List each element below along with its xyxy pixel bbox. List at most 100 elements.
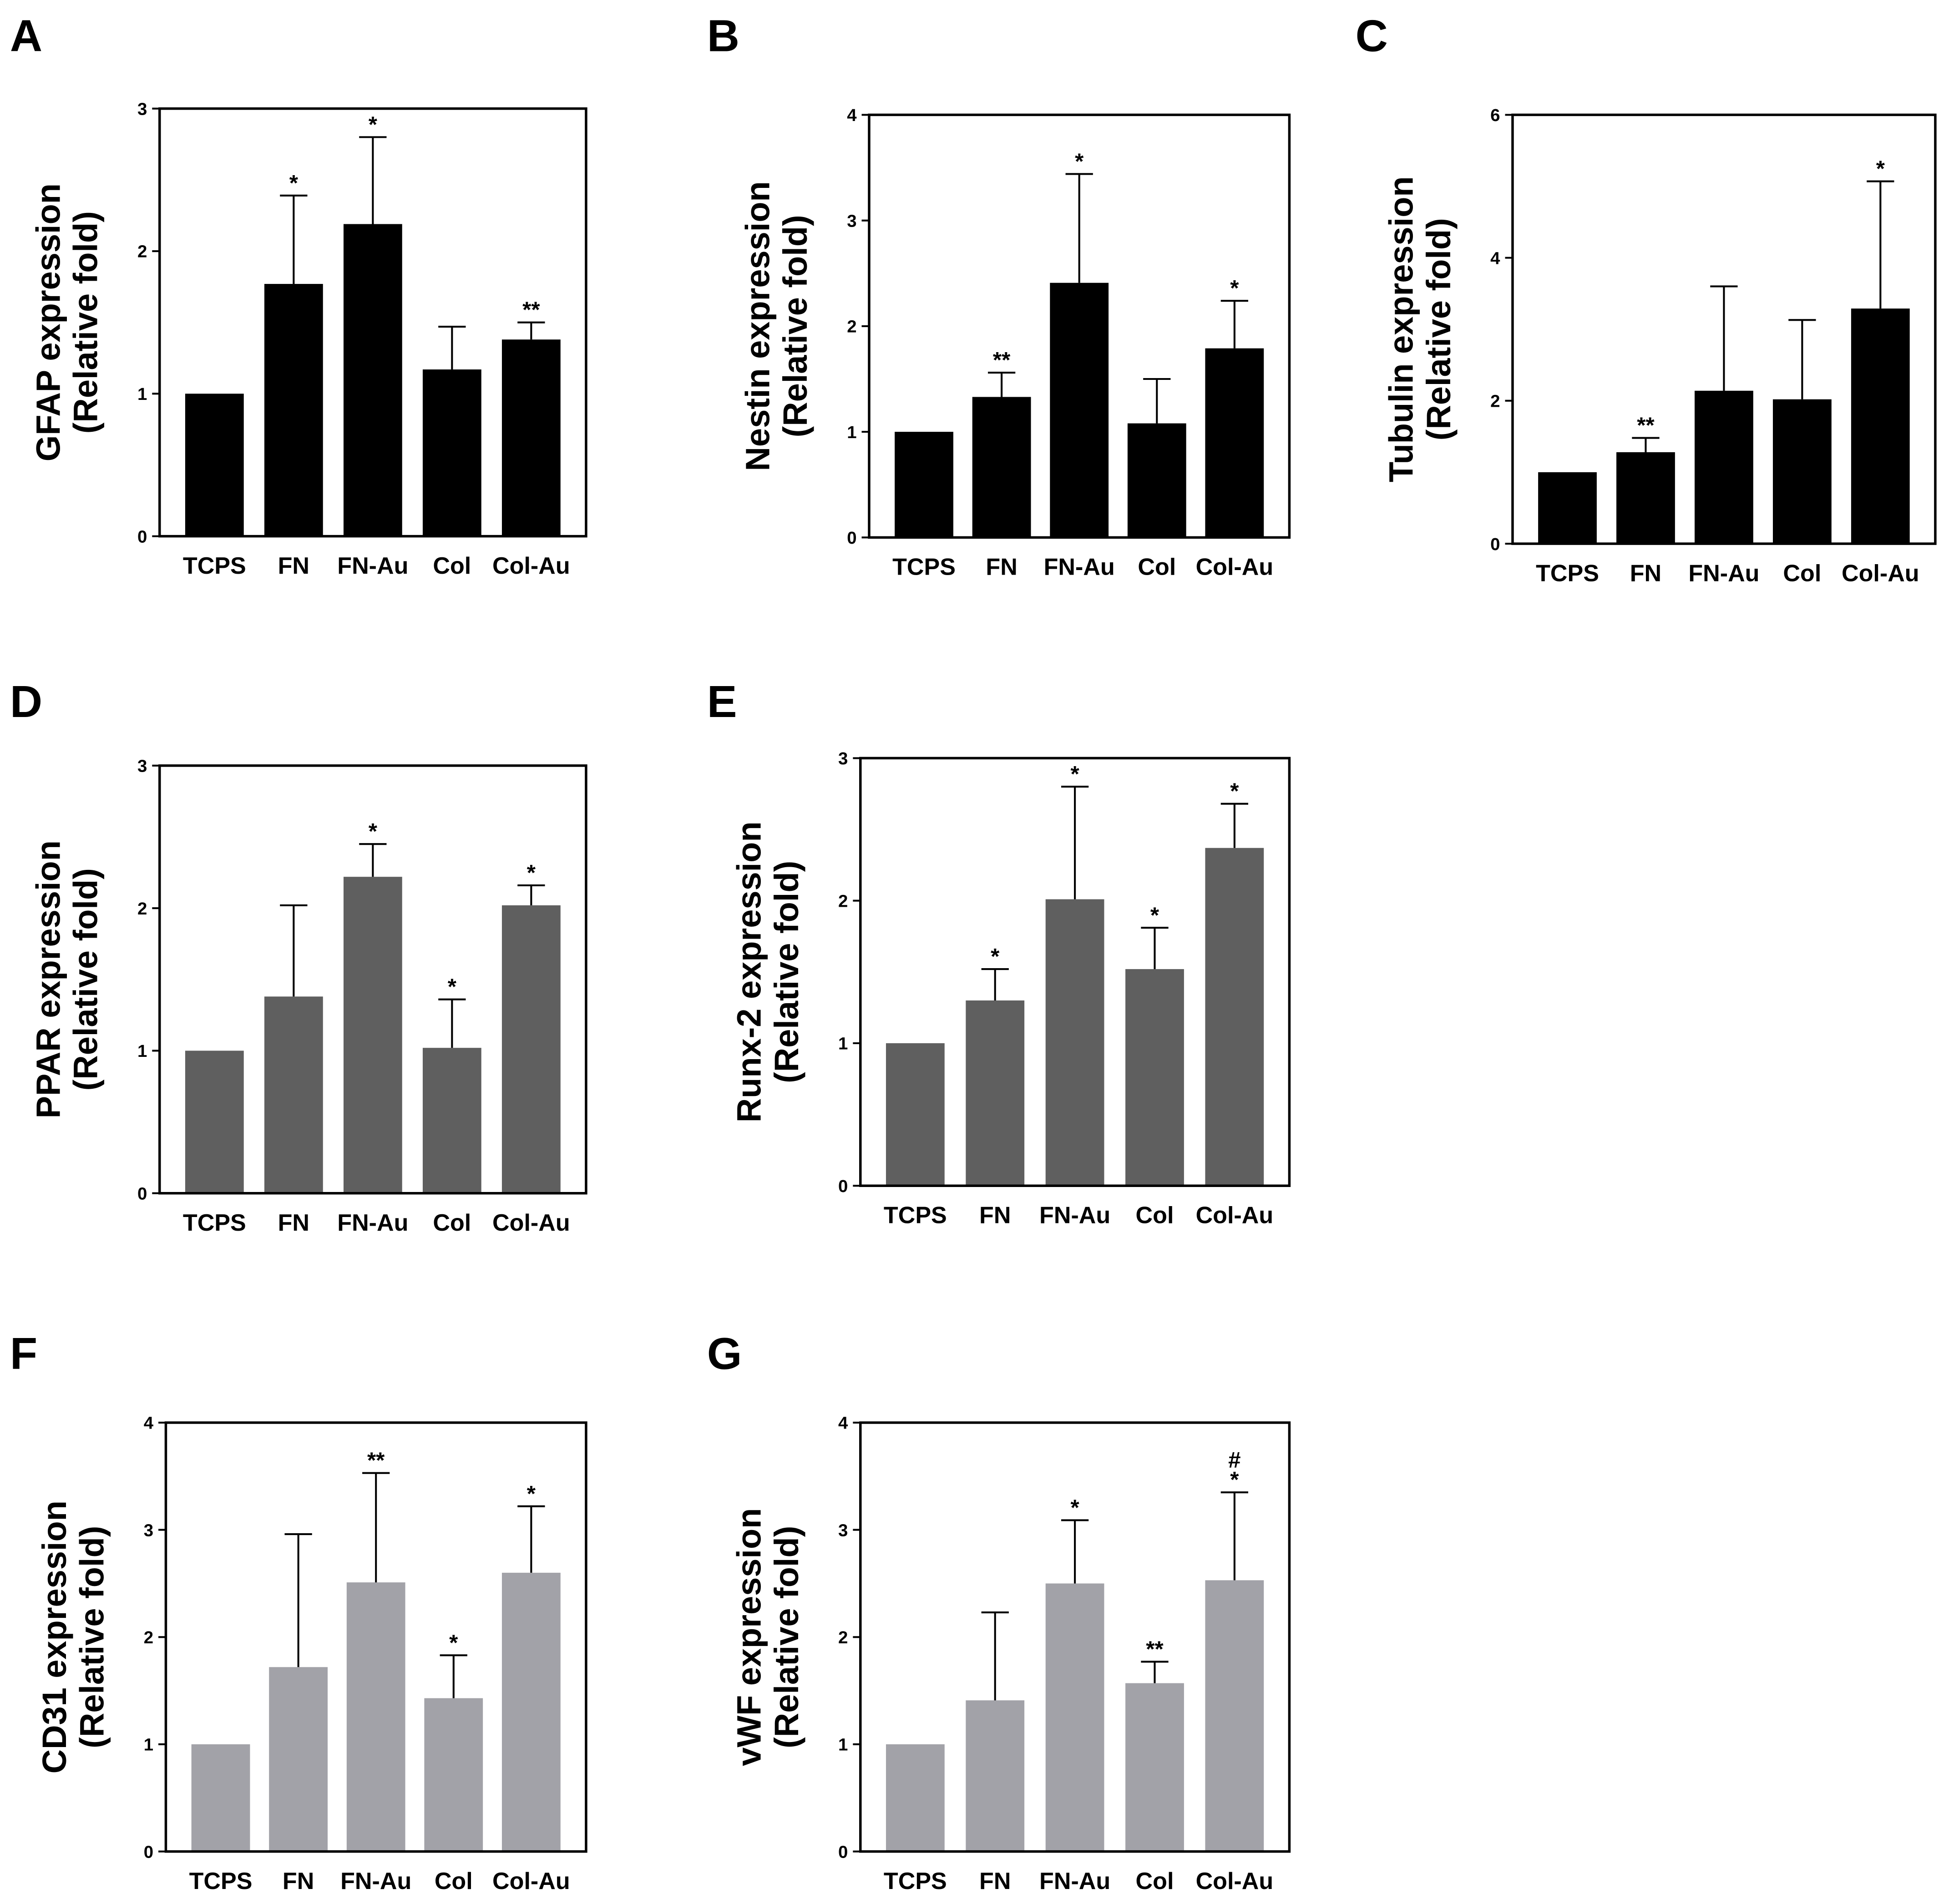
bar: [1205, 1580, 1264, 1852]
plot-frame: [859, 757, 1291, 1187]
bar: [1205, 348, 1264, 538]
y-axis-label: (Relative fold): [67, 868, 105, 1091]
bar: [1695, 390, 1753, 544]
y-axis-label: (Relative fold): [776, 215, 814, 437]
x-tick-label: FN-Au: [1039, 1202, 1110, 1229]
x-tick-label: Col: [1136, 1868, 1174, 1894]
x-tick-label: Col: [435, 1868, 473, 1894]
x-tick-label: Col-Au: [492, 553, 570, 579]
y-tick-label: 2: [838, 891, 848, 911]
error-bar: [517, 884, 545, 905]
error-bar: [981, 1611, 1009, 1701]
error-bar: [987, 372, 1016, 397]
error-bar: [1710, 285, 1738, 391]
error-bar: [362, 1472, 390, 1583]
bar: [966, 1000, 1025, 1186]
significance-mark: *: [1071, 762, 1080, 787]
x-tick-label: FN: [1630, 560, 1661, 586]
error-bar: [1061, 785, 1089, 899]
error-bar: [1143, 378, 1171, 424]
plot-frame: [1511, 113, 1937, 545]
significance-mark: **: [993, 348, 1011, 373]
y-tick-label: 1: [838, 1034, 848, 1054]
significance-mark: **: [522, 298, 540, 323]
bar: [343, 877, 402, 1193]
bar: [1772, 399, 1832, 544]
x-tick-label: Col-Au: [1196, 1202, 1274, 1229]
significance-mark: *: [1071, 1495, 1080, 1520]
y-tick-label: 6: [1490, 106, 1500, 125]
x-tick-label: TCPS: [1536, 560, 1599, 586]
error-bar: [359, 843, 387, 877]
significance-mark: *: [1150, 903, 1159, 928]
x-tick-label: FN-Au: [1044, 554, 1115, 581]
bar: [185, 1050, 244, 1193]
significance-mark: *: [369, 819, 378, 844]
y-axis-label: CD31 expression: [35, 1500, 73, 1773]
bar: [501, 1572, 561, 1852]
x-tick-label: TCPS: [183, 553, 246, 579]
x-tick-label: FN: [979, 1868, 1011, 1894]
bar: [886, 1744, 945, 1852]
x-tick-label: Col-Au: [1196, 554, 1274, 581]
x-tick-label: FN-Au: [337, 1210, 408, 1236]
x-tick-label: Col-Au: [1842, 560, 1919, 586]
bar: [1851, 308, 1910, 544]
plot-frame: [868, 113, 1291, 539]
error-bar: [280, 904, 308, 997]
x-tick-label: TCPS: [183, 1210, 246, 1236]
error-bar: [981, 968, 1009, 1001]
error-bar: [280, 194, 308, 284]
error-bar: [1141, 927, 1169, 970]
x-tick-label: Col-Au: [1196, 1868, 1274, 1894]
y-tick-label: 2: [1490, 392, 1500, 411]
y-axis-label: Nestin expression: [739, 181, 777, 471]
plot-frame: [158, 107, 587, 538]
significance-mark: *: [527, 1481, 536, 1506]
y-tick-label: 2: [144, 1628, 153, 1647]
error-bar: [1220, 1491, 1249, 1581]
y-tick-label: 1: [137, 384, 147, 404]
bar: [424, 1698, 483, 1852]
bar: [1045, 1583, 1104, 1852]
x-tick-label: Col: [433, 1210, 471, 1236]
y-tick-label: 2: [838, 1628, 848, 1647]
panel-letter: E: [707, 677, 737, 727]
panel-letter: B: [707, 11, 739, 61]
significance-mark: **: [1637, 413, 1655, 438]
significance-mark: *: [1230, 276, 1239, 301]
bar: [895, 432, 953, 538]
bar: [1045, 899, 1104, 1186]
panel-letter: D: [10, 677, 42, 727]
significance-mark: *: [1230, 779, 1239, 804]
y-tick-label: 3: [144, 1520, 153, 1540]
bar: [264, 996, 323, 1193]
x-tick-label: FN-Au: [337, 553, 408, 579]
y-axis-label: GFAP expression: [30, 183, 67, 461]
x-tick-label: FN: [986, 554, 1017, 581]
y-axis-label: (Relative fold): [768, 1526, 805, 1748]
significance-mark: *: [1230, 1467, 1239, 1492]
plot-frame: [158, 764, 587, 1195]
error-bar: [1788, 319, 1816, 399]
panel-letter: C: [1356, 11, 1388, 61]
bar: [1538, 472, 1597, 544]
error-bar: [1632, 437, 1660, 452]
y-axis-label: PPAR expression: [30, 840, 67, 1118]
significance-mark: **: [1146, 1637, 1164, 1662]
y-tick-label: 0: [137, 1184, 147, 1203]
error-bar: [440, 1654, 467, 1698]
error-bar: [1220, 803, 1249, 848]
bar: [886, 1043, 945, 1186]
x-tick-label: Col-Au: [492, 1868, 570, 1894]
x-tick-label: Col: [1138, 554, 1176, 581]
error-bar: [1141, 1661, 1169, 1683]
panel: E 0 1 2 3 Runx-2 expression (Relative fold) TCP…: [707, 677, 1291, 1229]
y-tick-label: 3: [838, 1520, 848, 1540]
y-axis-label: (Relative fold): [67, 211, 105, 434]
plot-frame: [164, 1421, 587, 1853]
significance-mark: *: [1876, 157, 1885, 182]
bar: [422, 1048, 481, 1193]
